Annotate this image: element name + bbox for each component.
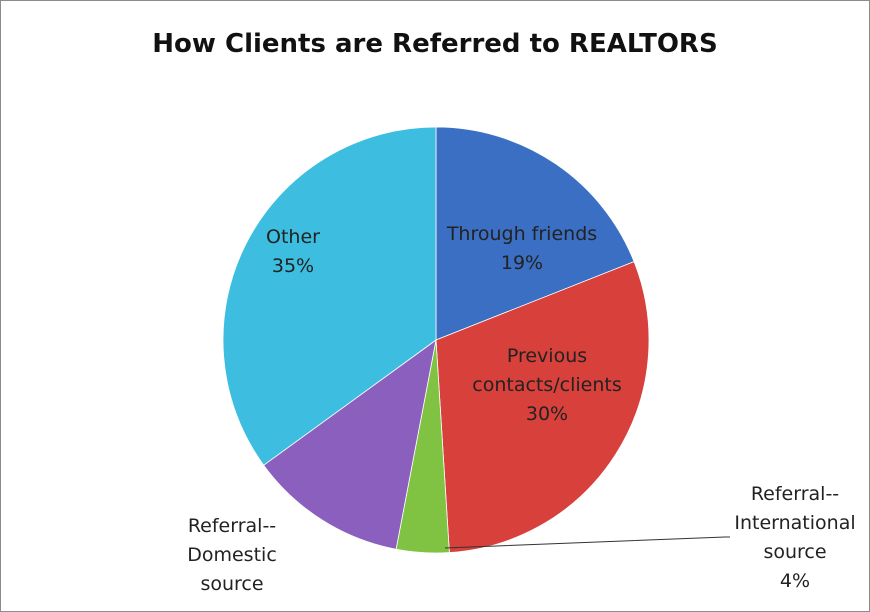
value-label: 35% <box>272 255 314 277</box>
pie-slice <box>263 339 437 550</box>
label-line: source <box>763 541 826 563</box>
label-line: contacts/clients <box>472 374 622 396</box>
slice-label: Other <box>266 226 320 248</box>
label-line: Through friends <box>446 223 597 245</box>
label-line: Other <box>266 226 320 248</box>
slice-label: Referral-- International source <box>734 483 855 563</box>
slice-label: Previous contacts/clients <box>472 345 622 396</box>
value-label: 30% <box>526 403 568 425</box>
pie-slice <box>435 126 635 341</box>
label-line: Referral-- <box>188 515 276 537</box>
label-line: Domestic <box>187 544 277 566</box>
value-label: 4% <box>780 570 810 592</box>
label-line: source <box>200 573 263 595</box>
pie-slice <box>435 261 650 554</box>
pie-slice <box>222 126 437 466</box>
label-line: International <box>734 512 855 534</box>
value-label: 19% <box>501 252 543 274</box>
chart-title: How Clients are Referred to REALTORS <box>152 29 717 59</box>
slice-label: Through friends <box>446 223 597 245</box>
label-line: Previous <box>507 345 587 367</box>
label-line: Referral-- <box>751 483 839 505</box>
slice-label: Referral-- Domestic source <box>187 515 277 595</box>
leader-line <box>444 536 730 549</box>
